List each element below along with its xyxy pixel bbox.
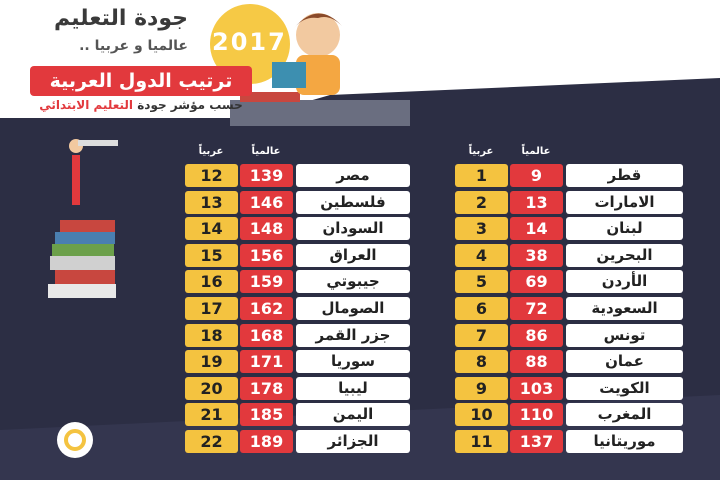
arab-rank: 1 [455, 164, 508, 187]
world-rank: 178 [240, 376, 293, 400]
world-rank: 69 [510, 270, 563, 294]
world-rank: 14 [510, 217, 563, 241]
arab-rank: 2 [455, 190, 508, 214]
world-rank: 156 [240, 243, 293, 267]
world-rank: 88 [510, 350, 563, 374]
arab-rank: 17 [185, 297, 238, 320]
country: تونس [566, 323, 683, 347]
arab-rank: 6 [455, 297, 508, 320]
world-rank: 185 [240, 403, 293, 427]
world-rank: 137 [510, 430, 563, 453]
arab-rank: 13 [185, 190, 238, 214]
arab-rank: 3 [455, 217, 508, 241]
arab-rank: 20 [185, 376, 238, 400]
world-rank: 139 [240, 164, 293, 187]
banner: ترتيب الدول العربية [30, 66, 252, 96]
world-rank: 86 [510, 323, 563, 347]
country: عمان [566, 350, 683, 374]
world-rank: 38 [510, 243, 563, 267]
arab-header: عربياً [468, 146, 494, 157]
banner-sub: حسب مؤشر جودة التعليم الابتدائي [30, 98, 252, 112]
banner-sub-highlight: التعليم الابتدائي [39, 98, 134, 112]
world-rank: 103 [510, 376, 563, 400]
country: السودان [296, 217, 410, 241]
banner-sub-text: حسب مؤشر جودة [137, 98, 243, 112]
world-rank: 171 [240, 350, 293, 374]
world-rank: 168 [240, 323, 293, 347]
arab-rank: 5 [455, 270, 508, 294]
arab-rank: 18 [185, 323, 238, 347]
country: مصر [296, 164, 410, 187]
country: جيبوتي [296, 270, 410, 294]
country: سوريا [296, 350, 410, 374]
world-header: عالمياً [251, 146, 281, 157]
country: جزر القمر [296, 323, 410, 347]
arab-rank: 11 [455, 430, 508, 453]
country: لبنان [566, 217, 683, 241]
arab-rank: 8 [455, 350, 508, 374]
country: الكويت [566, 376, 683, 400]
arab-header: عربياً [198, 146, 224, 157]
country: الامارات [566, 190, 683, 214]
world-rank: 189 [240, 430, 293, 453]
arab-rank: 7 [455, 323, 508, 347]
world-header: عالمياً [521, 146, 551, 157]
country: موريتانيا [566, 430, 683, 453]
arab-rank: 4 [455, 243, 508, 267]
title: جودة التعليم [54, 6, 188, 31]
world-rank: 162 [240, 297, 293, 320]
world-rank: 13 [510, 190, 563, 214]
country: السعودية [566, 297, 683, 320]
world-rank: 148 [240, 217, 293, 241]
country: الأردن [566, 270, 683, 294]
country: البحرين [566, 243, 683, 267]
year: 2017 [212, 28, 287, 56]
arab-rank: 21 [185, 403, 238, 427]
arab-rank: 10 [455, 403, 508, 427]
country: فلسطين [296, 190, 410, 214]
subtitle: عالميا و عربيا .. [79, 38, 188, 54]
country: ليبيا [296, 376, 410, 400]
world-rank: 9 [510, 164, 563, 187]
world-rank: 72 [510, 297, 563, 320]
country: اليمن [296, 403, 410, 427]
world-rank: 110 [510, 403, 563, 427]
country: العراق [296, 243, 410, 267]
country: الجزائر [296, 430, 410, 453]
country: الصومال [296, 297, 410, 320]
arab-rank: 9 [455, 376, 508, 400]
arab-rank: 16 [185, 270, 238, 294]
world-rank: 159 [240, 270, 293, 294]
arab-rank: 22 [185, 430, 238, 453]
world-rank: 146 [240, 190, 293, 214]
arab-rank: 19 [185, 350, 238, 374]
arab-rank: 12 [185, 164, 238, 187]
country: قطر [566, 164, 683, 187]
arab-rank: 15 [185, 243, 238, 267]
arab-rank: 14 [185, 217, 238, 241]
country: المغرب [566, 403, 683, 427]
